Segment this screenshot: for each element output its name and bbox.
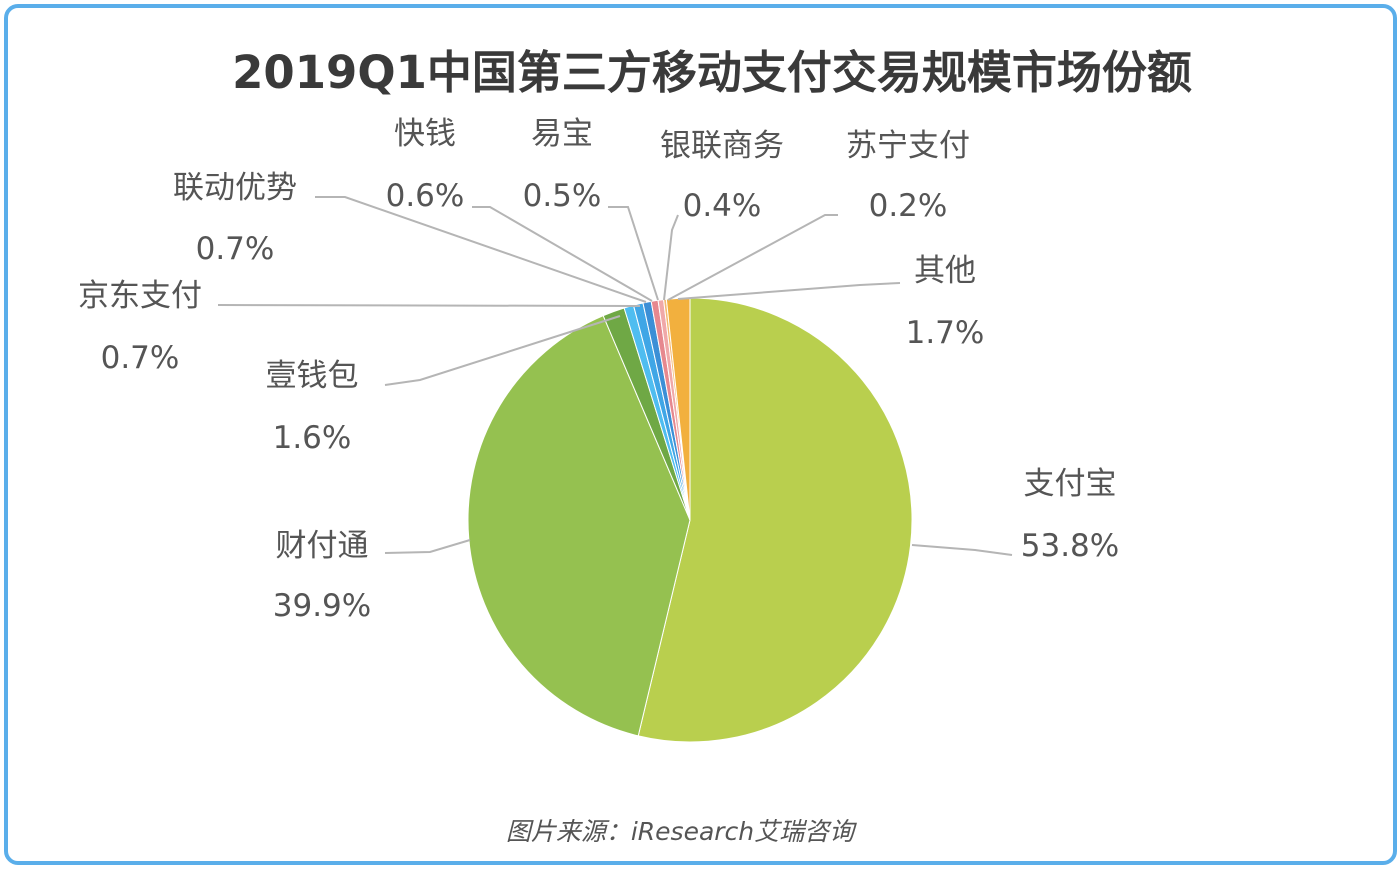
leader-line-yiqianbao bbox=[384, 315, 621, 386]
leader-line-liandong bbox=[315, 196, 647, 303]
leader-line-yinlian bbox=[663, 214, 679, 301]
source-note: 图片来源：iResearch艾瑞咨询 bbox=[506, 817, 857, 846]
pie-slice-1 bbox=[467, 315, 691, 737]
leader-line-suning bbox=[667, 214, 838, 301]
leader-line-zhifubao bbox=[911, 544, 1013, 556]
label-value: 0.4% bbox=[683, 188, 762, 224]
chart-title: 2019Q1中国第三方移动支付交易规模市场份额 bbox=[232, 46, 1192, 99]
label-value: 0.2% bbox=[869, 188, 948, 224]
pie-slice-0 bbox=[637, 297, 913, 743]
label-name: 京东支付 bbox=[78, 278, 202, 314]
leader-line-caifutong bbox=[384, 539, 471, 554]
label-value: 0.6% bbox=[386, 178, 465, 214]
label-name: 联动优势 bbox=[173, 170, 297, 206]
label-name: 壹钱包 bbox=[266, 358, 359, 394]
label-value: 0.7% bbox=[101, 340, 180, 376]
label-name: 支付宝 bbox=[1024, 466, 1117, 502]
label-name: 易宝 bbox=[531, 116, 593, 152]
label-value: 39.9% bbox=[273, 588, 371, 624]
label-name: 其他 bbox=[914, 253, 976, 289]
leader-line-jingdong bbox=[217, 304, 641, 307]
label-name: 银联商务 bbox=[660, 128, 784, 164]
label-value: 1.6% bbox=[273, 420, 352, 456]
label-value: 0.5% bbox=[523, 178, 602, 214]
leader-line-other bbox=[677, 282, 901, 300]
label-name: 苏宁支付 bbox=[846, 128, 970, 164]
label-value: 0.7% bbox=[196, 231, 275, 267]
label-value: 1.7% bbox=[906, 315, 985, 351]
leader-line-kuaiqian bbox=[472, 206, 653, 302]
label-value: 53.8% bbox=[1021, 528, 1119, 564]
label-name: 快钱 bbox=[394, 116, 456, 152]
leader-line-yibao bbox=[608, 206, 659, 301]
label-name: 财付通 bbox=[276, 528, 369, 564]
